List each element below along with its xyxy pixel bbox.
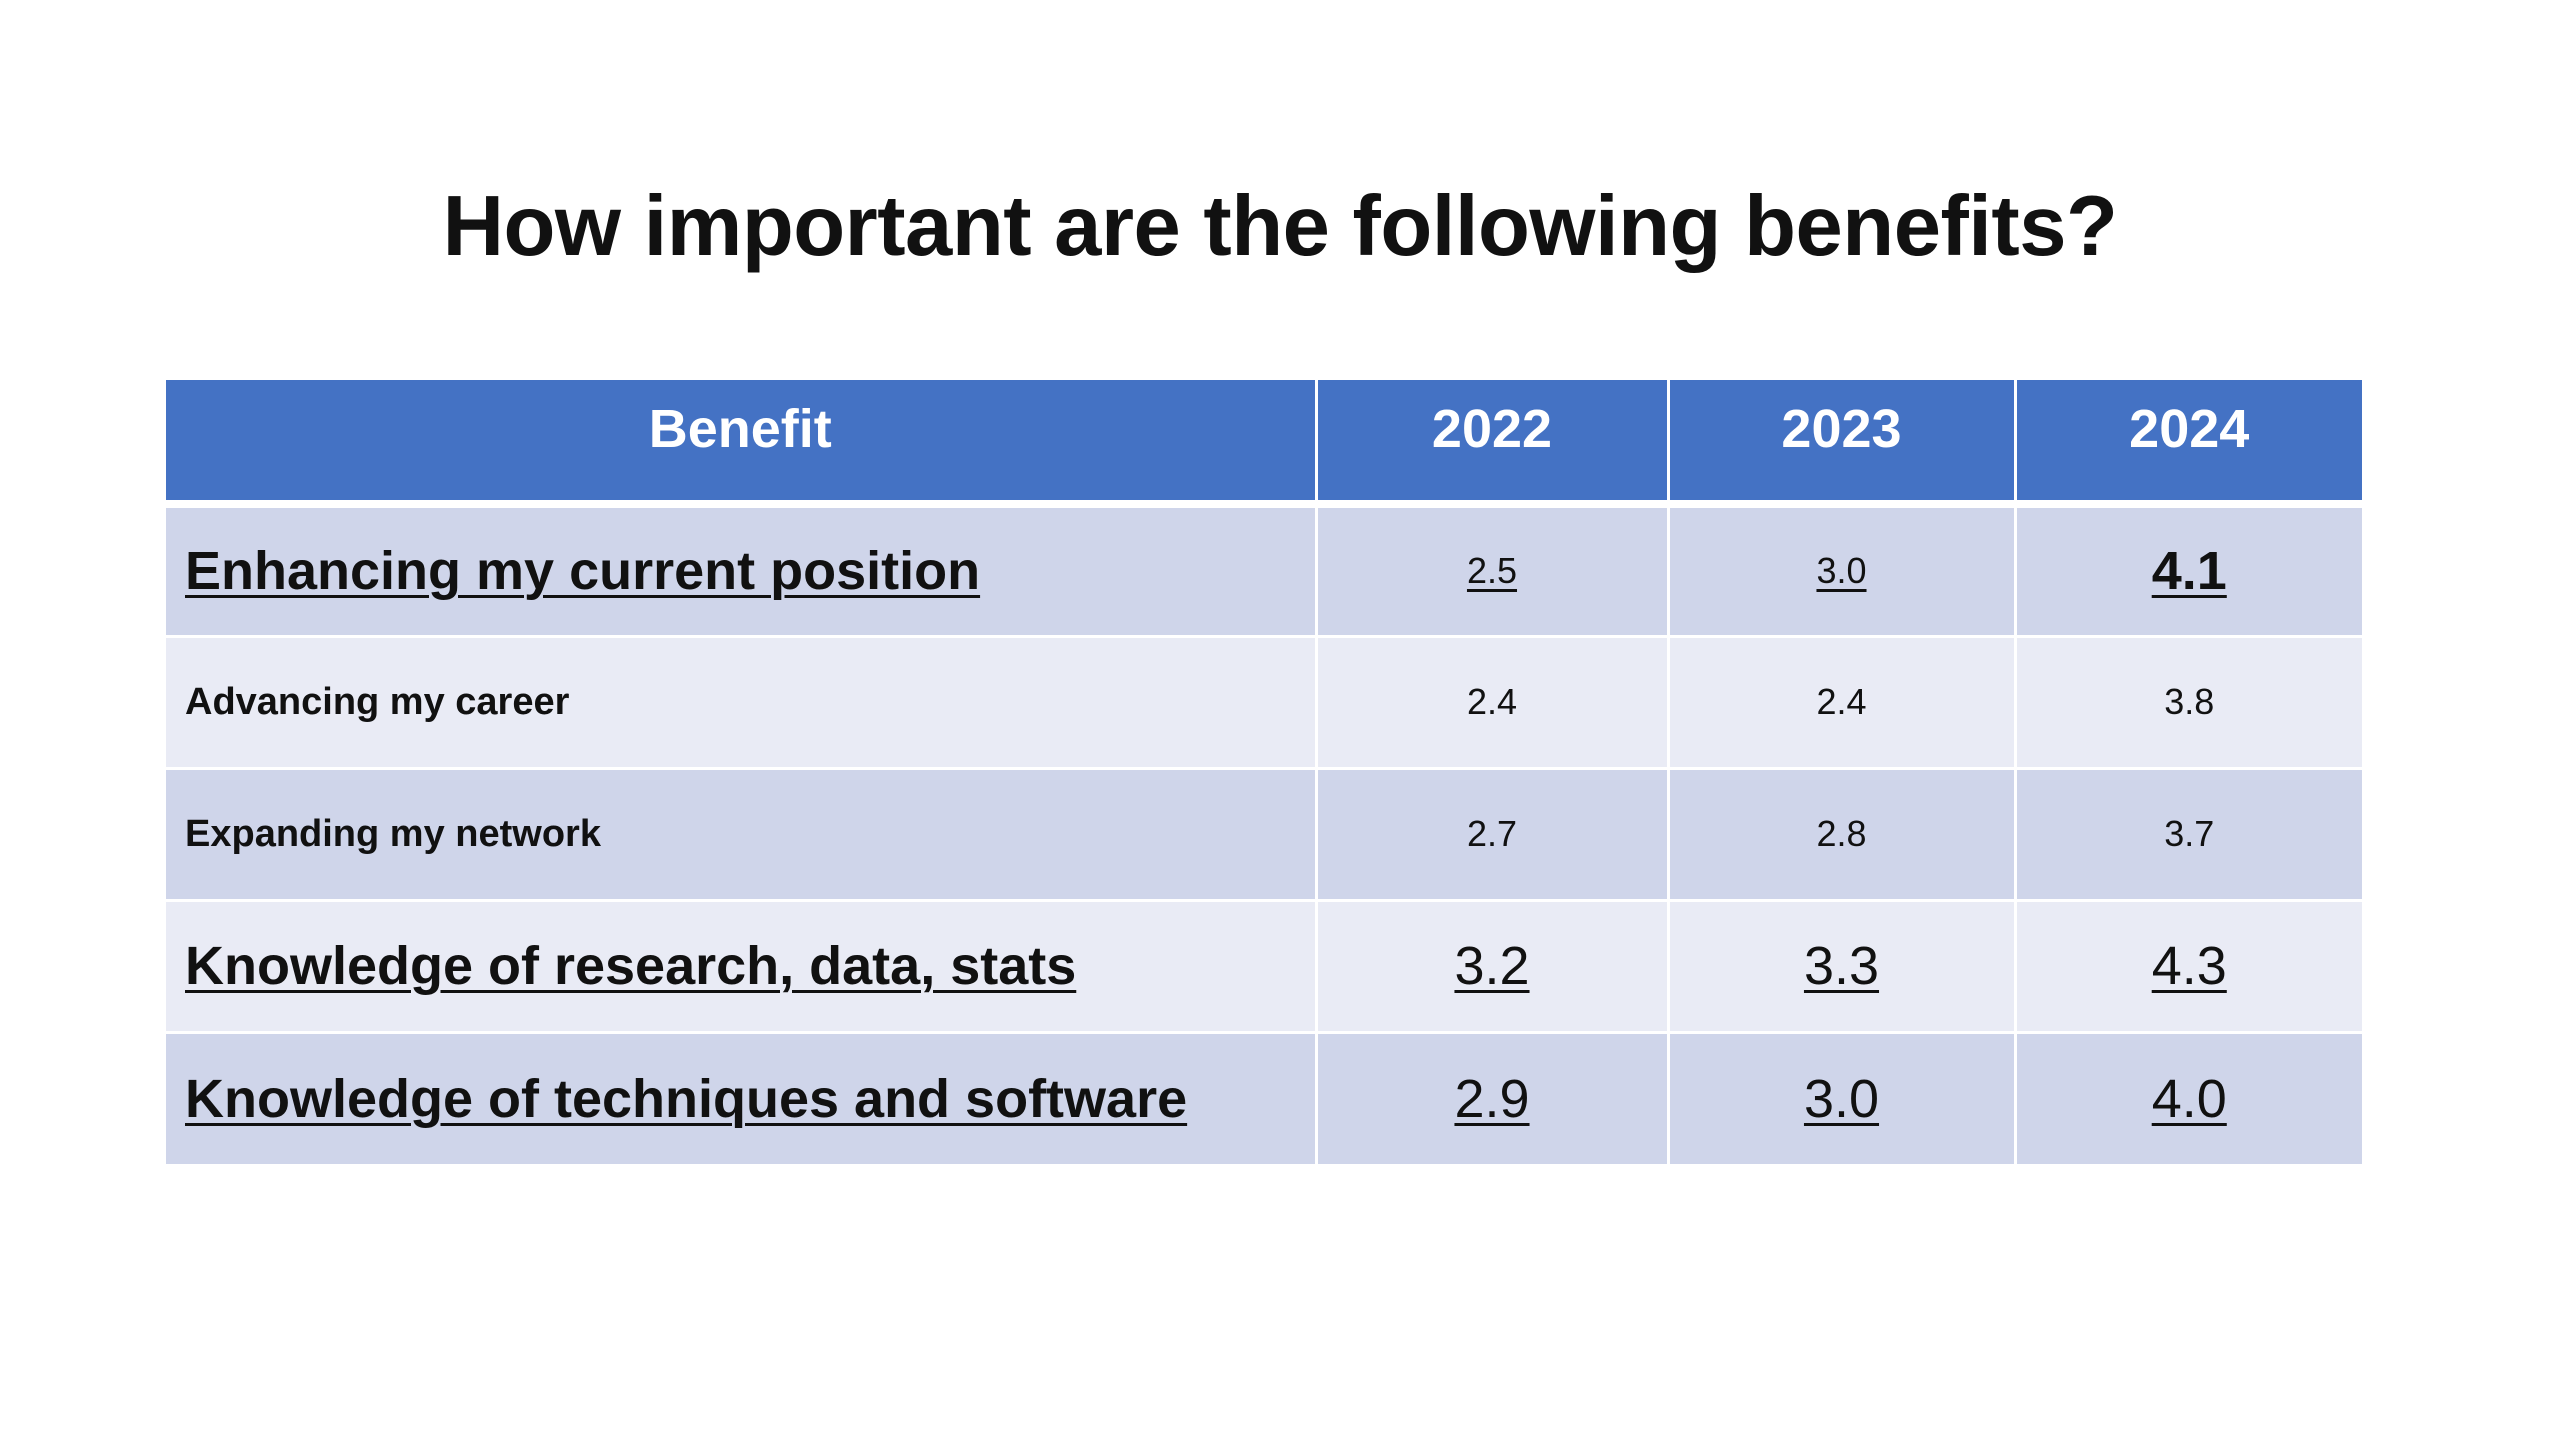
value-text: 2.8: [1816, 813, 1867, 854]
benefit-label: Expanding my network: [166, 766, 1316, 900]
benefit-label-text: Advancing my career: [185, 680, 570, 723]
header-2024: 2024: [2013, 380, 2362, 508]
value-cell-2023: 3.0: [1666, 1030, 2015, 1164]
value-cell-2023: 2.8: [1666, 766, 2015, 900]
table-header-row: Benefit 2022 2023 2024: [166, 380, 2362, 508]
value-text: 3.7: [2164, 813, 2215, 854]
value-cell-2023: 3.3: [1666, 898, 2015, 1032]
value-cell-2022: 2.5: [1314, 502, 1668, 636]
table-row: Knowledge of research, data, stats 3.2 3…: [166, 898, 2362, 1032]
value-text: 3.0: [1816, 550, 1867, 592]
value-cell-2022: 2.9: [1314, 1030, 1668, 1164]
value-cell-2022: 2.4: [1314, 634, 1668, 768]
value-text: 3.2: [1454, 936, 1530, 996]
value-text: 4.3: [2151, 936, 2227, 996]
value-cell-2024: 4.3: [2013, 898, 2362, 1032]
value-text: 3.0: [1803, 1068, 1880, 1129]
value-cell-2023: 2.4: [1666, 634, 2015, 768]
benefit-label-text: Expanding my network: [185, 812, 601, 855]
value-cell-2024: 4.1: [2013, 502, 2362, 636]
benefit-label-text: Knowledge of techniques and software: [185, 1068, 1188, 1129]
table-row: Enhancing my current position 2.5 3.0 4.…: [166, 502, 2362, 636]
table-row: Knowledge of techniques and software 2.9…: [166, 1030, 2362, 1164]
value-text: 2.5: [1466, 550, 1518, 592]
header-2022: 2022: [1314, 380, 1668, 508]
value-cell-2024: 3.7: [2013, 766, 2362, 900]
value-text: 3.8: [2164, 681, 2215, 722]
value-cell-2022: 2.7: [1314, 766, 1668, 900]
benefit-label-text: Knowledge of research, data, stats: [185, 936, 1077, 996]
value-cell-2022: 3.2: [1314, 898, 1668, 1032]
header-2023: 2023: [1666, 380, 2015, 508]
value-text: 4.0: [2151, 1068, 2227, 1129]
header-benefit: Benefit: [166, 380, 1316, 508]
value-text: 2.4: [1816, 681, 1867, 722]
value-text: 3.3: [1803, 936, 1880, 996]
benefit-label-text: Enhancing my current position: [185, 541, 981, 602]
value-text: 2.4: [1466, 681, 1518, 722]
benefit-label: Knowledge of techniques and software: [166, 1030, 1316, 1164]
benefit-label: Advancing my career: [166, 634, 1316, 768]
table-row: Expanding my network 2.7 2.8 3.7: [166, 766, 2362, 900]
benefit-label: Knowledge of research, data, stats: [166, 898, 1316, 1032]
value-cell-2024: 4.0: [2013, 1030, 2362, 1164]
table-row: Advancing my career 2.4 2.4 3.8: [166, 634, 2362, 768]
value-cell-2024: 3.8: [2013, 634, 2362, 768]
benefit-label: Enhancing my current position: [166, 502, 1316, 636]
page-title: How important are the following benefits…: [442, 179, 2118, 274]
value-text: 2.7: [1466, 813, 1518, 854]
benefits-table: Benefit 2022 2023 2024 Enhancing my curr…: [166, 380, 2362, 1164]
value-text: 2.9: [1454, 1068, 1530, 1129]
value-text: 4.1: [2151, 541, 2227, 602]
value-cell-2023: 3.0: [1666, 502, 2015, 636]
